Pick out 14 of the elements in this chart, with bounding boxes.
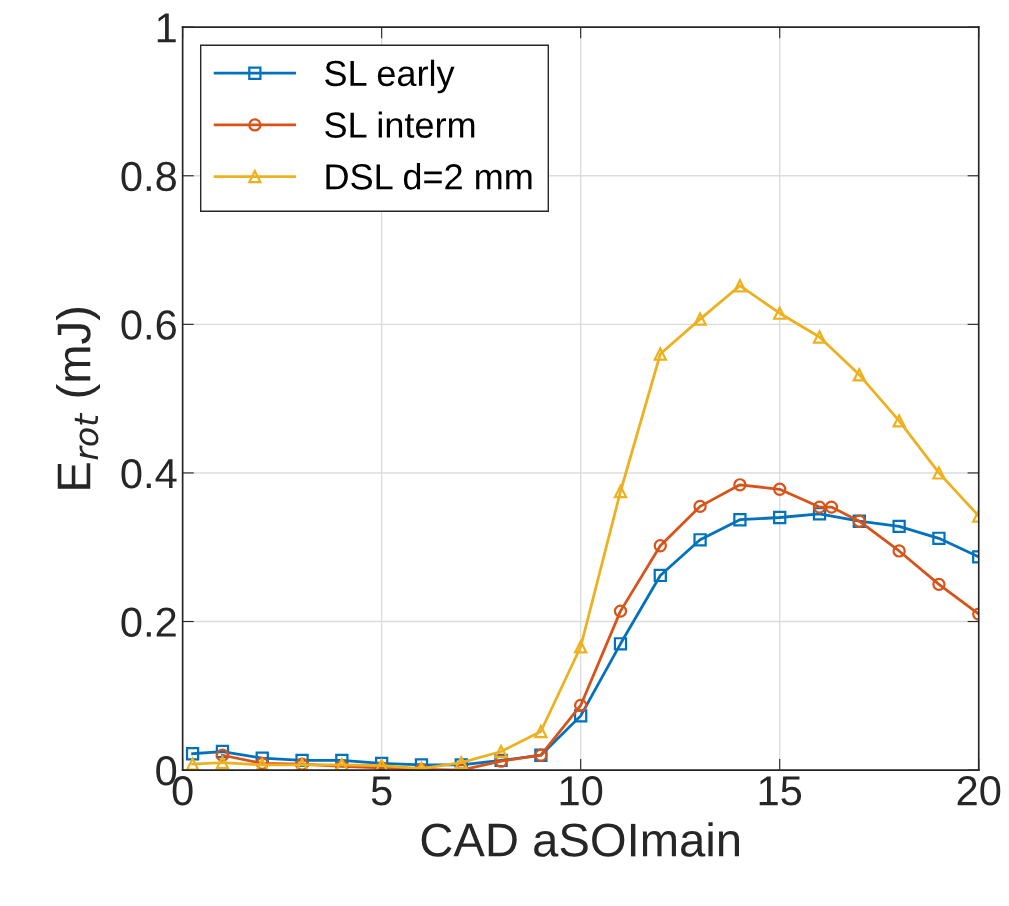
y-axis-title: E$_{rot}$ (mJ) — [56, 308, 101, 489]
x-tick-label: 20 — [957, 776, 1001, 806]
x-tick-label: 5 — [371, 776, 392, 806]
legend-label: SL early — [325, 59, 455, 94]
y-tick-label: 0.4 — [121, 458, 177, 489]
y-tick-label: 0.2 — [121, 607, 176, 638]
y-tick-label: 0.6 — [121, 310, 176, 340]
y-tick-label: 1 — [157, 13, 176, 43]
x-tick-label: 10 — [560, 776, 603, 806]
legend-label: SL interm — [325, 111, 475, 138]
x-tick-label: 15 — [759, 776, 802, 806]
legend-label: DSL d=2 mm — [326, 163, 532, 190]
x-axis-title: CAD aSOImain — [421, 822, 740, 857]
y-tick-label: 0.8 — [121, 161, 176, 192]
